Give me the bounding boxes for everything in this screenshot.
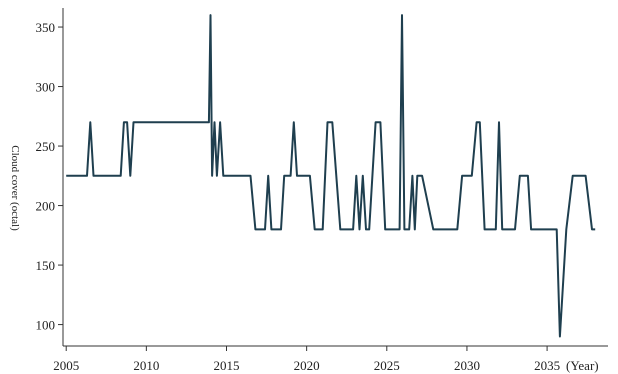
y-axis-label: Cloud cover (octal)	[9, 145, 21, 231]
y-tick-label: 100	[36, 318, 56, 333]
x-axis-label: (Year)	[566, 358, 599, 373]
axes	[62, 8, 608, 347]
x-tick-label: 2025	[374, 358, 400, 373]
x-tick-label: 2005	[53, 358, 79, 373]
x-ticks: 2005 2010 2015 2020 2025 2030 2035	[53, 346, 560, 373]
x-tick-label: 2035	[534, 358, 560, 373]
y-tick-label: 150	[36, 258, 56, 273]
series-line	[66, 14, 596, 338]
y-tick-label: 350	[36, 20, 56, 35]
y-tick-label: 250	[36, 139, 56, 154]
x-tick-label: 2015	[214, 358, 240, 373]
y-ticks: 100 150 200 250 300 350	[36, 20, 63, 333]
y-tick-label: 300	[36, 80, 56, 95]
x-tick-label: 2020	[294, 358, 320, 373]
y-tick-label: 200	[36, 199, 56, 214]
x-tick-label: 2030	[454, 358, 480, 373]
x-tick-label: 2010	[133, 358, 159, 373]
